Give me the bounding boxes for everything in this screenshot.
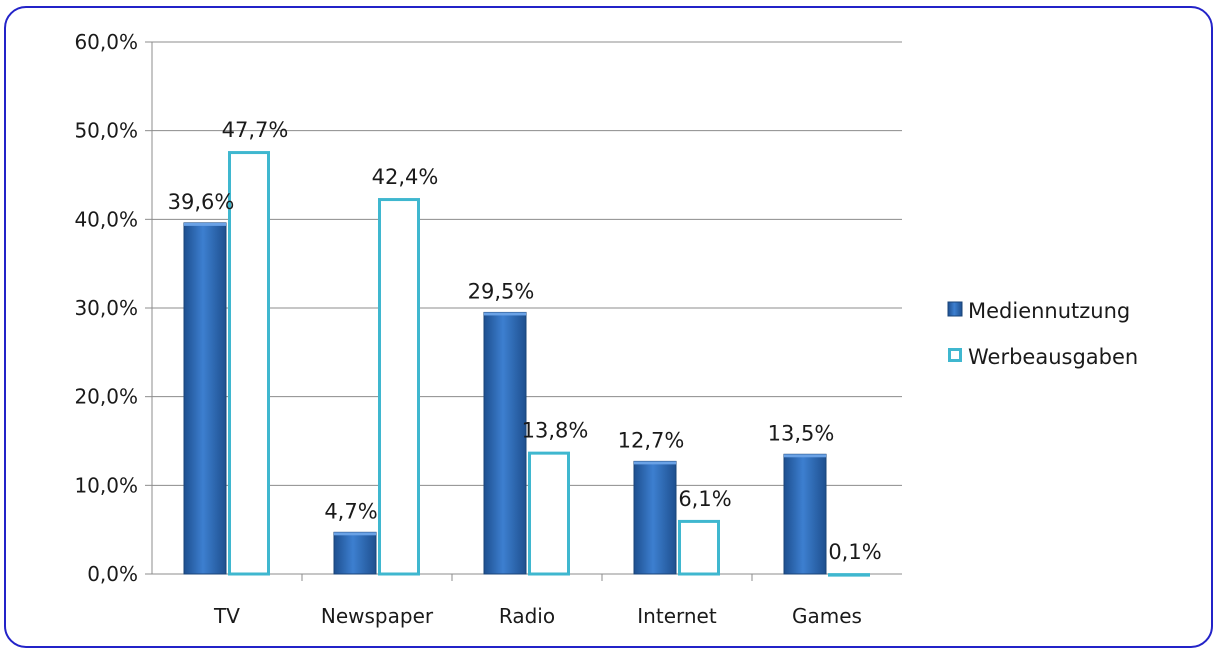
bar-top-highlight — [334, 532, 376, 536]
x-tick-label: TV — [213, 604, 240, 628]
data-label-mediennutzung: 4,7% — [324, 499, 377, 523]
bar-top-highlight — [784, 454, 826, 458]
legend-label-mediennutzung: Mediennutzung — [968, 299, 1130, 323]
bar-werbeausgaben — [528, 451, 570, 576]
bar-top-highlight — [634, 461, 676, 465]
y-tick-label: 50,0% — [74, 119, 138, 143]
bar-werbeausgaben — [378, 198, 420, 576]
y-tick-label: 40,0% — [74, 207, 138, 231]
gridlines — [152, 41, 902, 486]
bar-mediennutzung — [483, 311, 527, 575]
legend-label-werbeausgaben: Werbeausgaben — [968, 345, 1138, 369]
legend-swatch-werbeausgaben — [948, 348, 962, 362]
y-tick-label: 10,0% — [74, 473, 138, 497]
bar-werbeausgaben — [228, 151, 270, 576]
legend: Mediennutzung Werbeausgaben — [947, 299, 1138, 369]
bar-top-highlight — [484, 312, 526, 316]
data-label-mediennutzung: 29,5% — [468, 279, 535, 303]
x-tick-label: Internet — [637, 604, 717, 628]
data-label-werbeausgaben: 13,8% — [522, 419, 589, 443]
data-label-mediennutzung: 13,5% — [768, 421, 835, 445]
bar-mediennutzung — [783, 453, 827, 575]
bar-werbeausgaben — [678, 519, 720, 576]
bar-mediennutzung — [183, 222, 227, 575]
y-tick-label: 20,0% — [74, 385, 138, 409]
data-label-mediennutzung: 12,7% — [618, 428, 685, 452]
bars — [183, 151, 870, 577]
y-tick-label: 0,0% — [87, 562, 138, 586]
bar-top-highlight — [184, 222, 226, 226]
data-label-werbeausgaben: 6,1% — [678, 487, 731, 511]
x-tick-label: Radio — [499, 604, 555, 628]
axes: 0,0% 10,0% 20,0% 30,0% 40,0% 50,0% 60,0% TV News… — [74, 30, 902, 628]
data-label-mediennutzung: 39,6% — [168, 190, 235, 214]
legend-swatch-mediennutzung — [947, 301, 963, 317]
y-tick-label: 60,0% — [74, 30, 138, 54]
bar-mediennutzung — [633, 460, 677, 575]
bar-mediennutzung — [333, 531, 377, 575]
data-label-werbeausgaben: 47,7% — [222, 118, 289, 142]
y-tick-label: 30,0% — [74, 296, 138, 320]
data-labels: 39,6% 47,7% 4,7% 42,4% 29,5% 13,8% 12,7% 6,1% 13… — [168, 118, 882, 564]
data-label-werbeausgaben: 42,4% — [372, 165, 439, 189]
bar-werbeausgaben — [828, 573, 870, 577]
x-tick-label: Newspaper — [321, 604, 434, 628]
data-label-werbeausgaben: 0,1% — [828, 540, 881, 564]
x-tick-label: Games — [792, 604, 862, 628]
